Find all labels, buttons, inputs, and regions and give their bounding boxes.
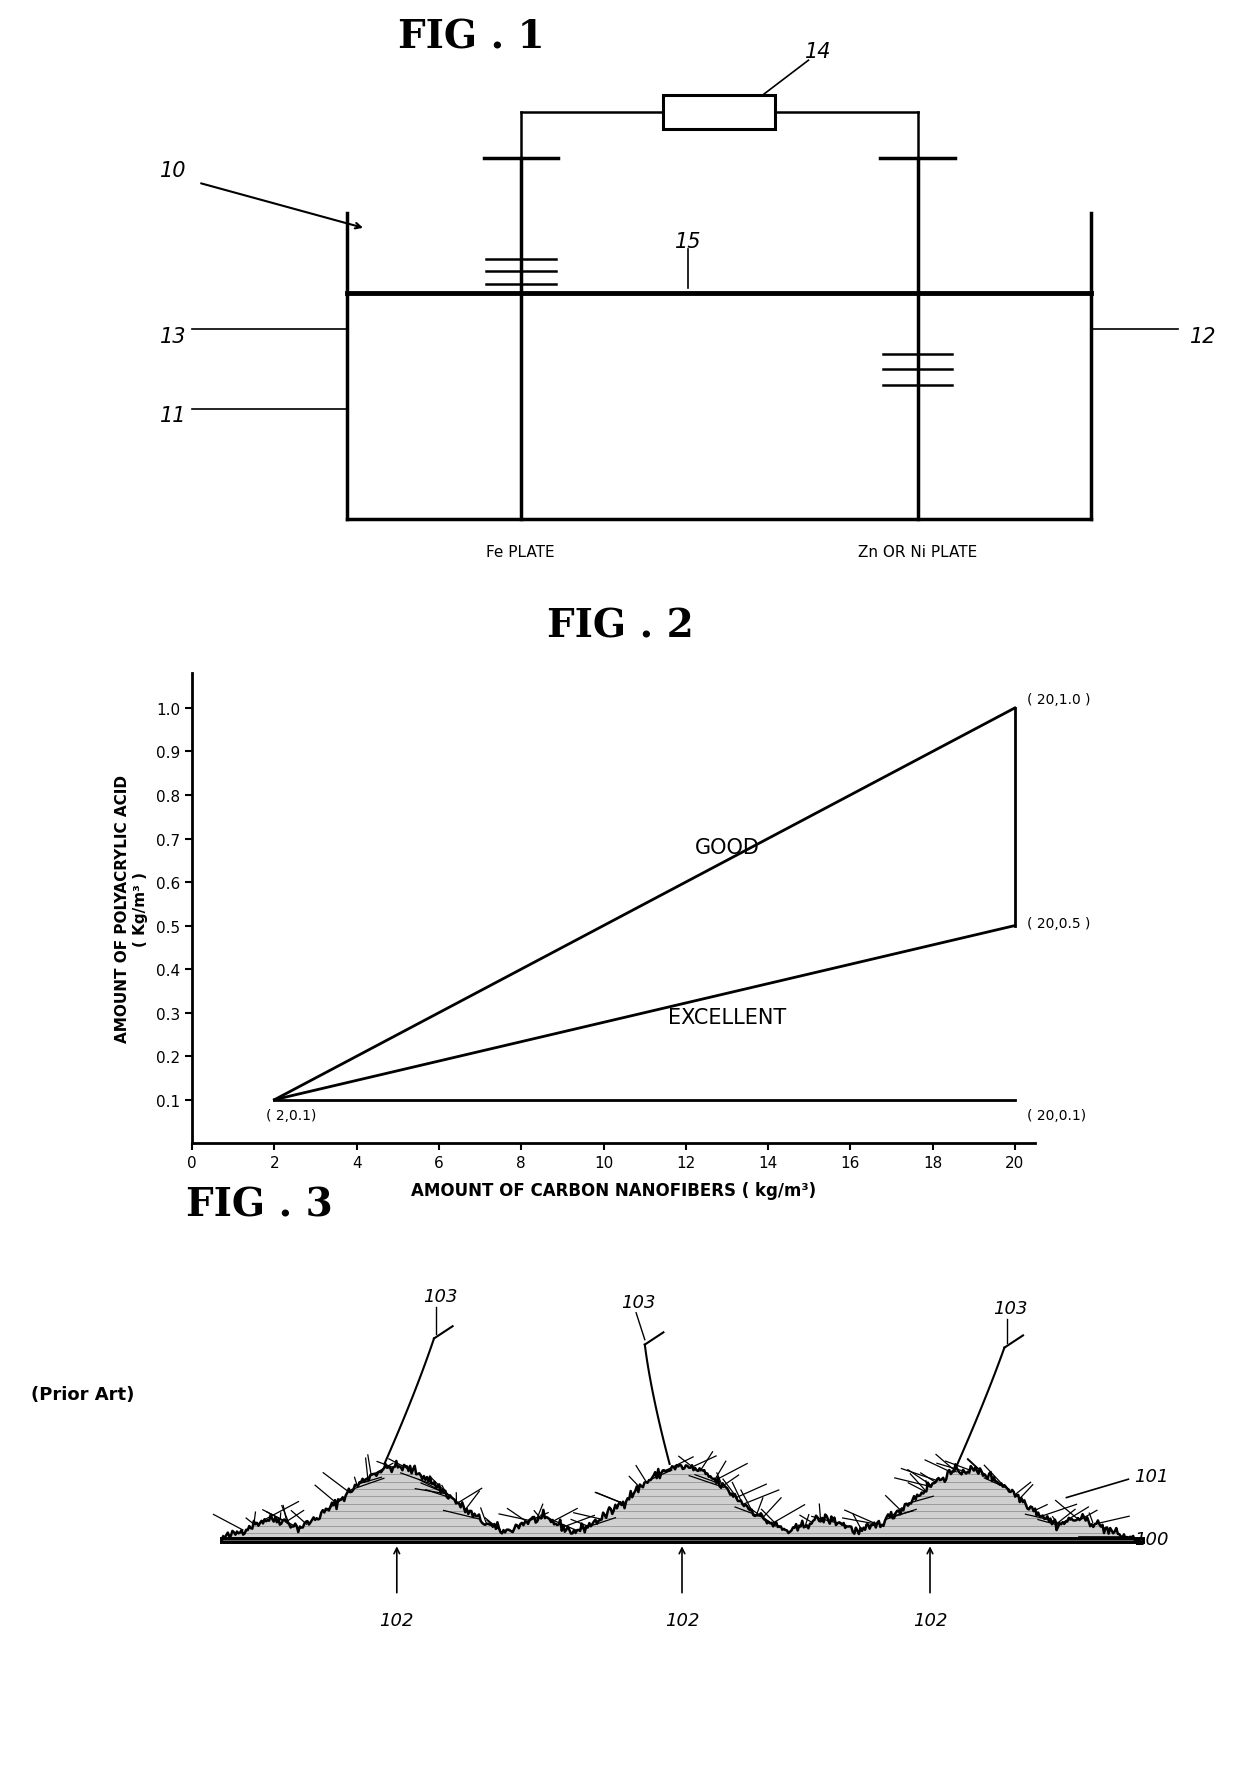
Text: 100: 100 [1135, 1530, 1169, 1548]
Text: FIG . 2: FIG . 2 [547, 608, 693, 645]
Text: Zn OR Ni PLATE: Zn OR Ni PLATE [858, 544, 977, 560]
Text: 103: 103 [993, 1300, 1028, 1317]
Text: Fe PLATE: Fe PLATE [486, 544, 556, 560]
Text: 12: 12 [1190, 326, 1216, 346]
Text: EXCELLENT: EXCELLENT [668, 1007, 786, 1027]
Bar [663, 96, 775, 129]
Text: 102: 102 [379, 1612, 414, 1629]
Text: GOOD: GOOD [694, 839, 759, 858]
Text: 101: 101 [1135, 1468, 1169, 1486]
Text: ( 20,0.5 ): ( 20,0.5 ) [1027, 917, 1090, 931]
Text: 14: 14 [805, 43, 832, 62]
Text: FIG . 1: FIG . 1 [398, 18, 544, 57]
Text: FIG . 3: FIG . 3 [186, 1186, 332, 1223]
Text: 103: 103 [423, 1287, 458, 1305]
Text: 102: 102 [913, 1612, 947, 1629]
Text: 102: 102 [665, 1612, 699, 1629]
X-axis label: AMOUNT OF CARBON NANOFIBERS ( kg/m³): AMOUNT OF CARBON NANOFIBERS ( kg/m³) [412, 1181, 816, 1200]
Text: 13: 13 [160, 326, 186, 346]
Text: 10: 10 [160, 161, 186, 181]
Text: ( 2,0.1): ( 2,0.1) [267, 1108, 316, 1122]
Text: ( 20,0.1): ( 20,0.1) [1027, 1108, 1086, 1122]
Text: 103: 103 [621, 1293, 656, 1312]
Y-axis label: AMOUNT OF POLYACRYLIC ACID
( Kg/m³ ): AMOUNT OF POLYACRYLIC ACID ( Kg/m³ ) [115, 775, 148, 1043]
Text: 15: 15 [675, 232, 702, 252]
Text: (Prior Art): (Prior Art) [31, 1385, 134, 1402]
Text: 11: 11 [160, 406, 186, 426]
Text: ( 20,1.0 ): ( 20,1.0 ) [1027, 693, 1091, 707]
